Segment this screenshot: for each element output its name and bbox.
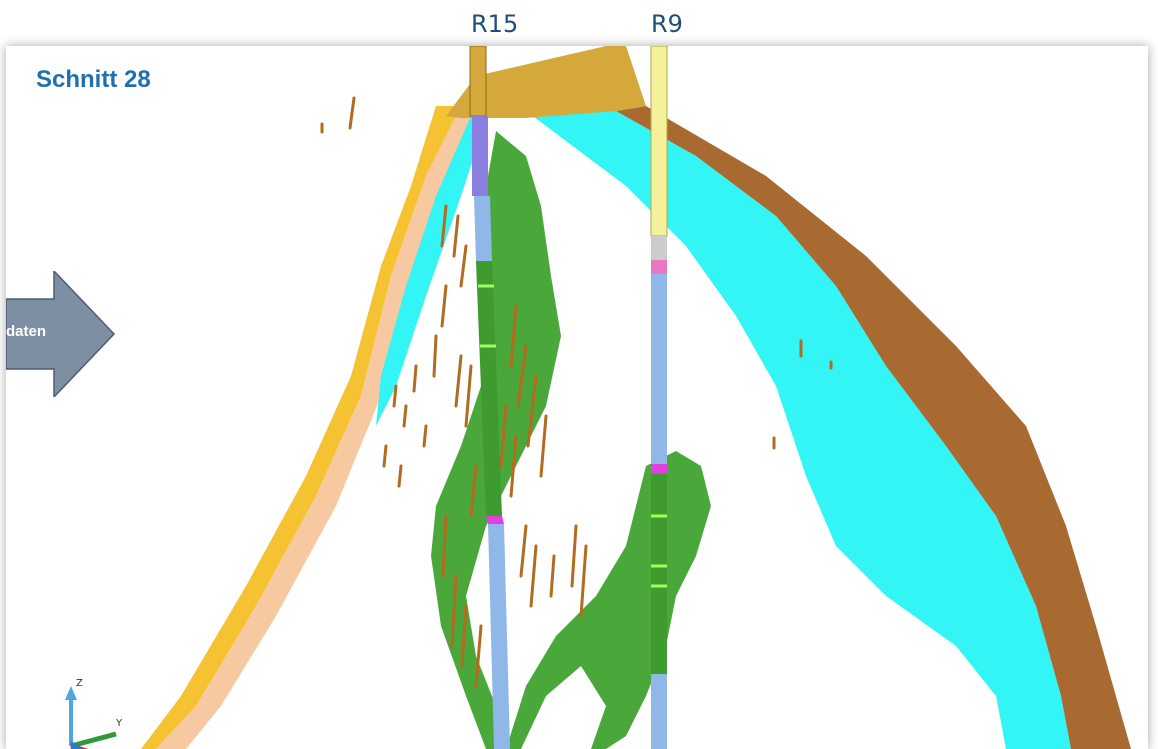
well-r15[interactable] [469,46,510,749]
arrow-label: daten [6,323,47,340]
section-view-panel[interactable]: Schnitt 28 daten Z Y [6,46,1148,749]
well-label-r9: R9 [651,10,683,38]
orange-layer [141,106,461,749]
cyan-right-layer [526,111,1071,749]
well-r9[interactable] [650,46,668,749]
geological-section-canvas[interactable] [6,46,1148,749]
green-body-r9 [506,451,711,749]
cyan-left-layer [376,116,484,426]
axis-y-label: Y [115,718,123,729]
brown-layer [616,106,1131,749]
axis-z-label: Z [76,678,83,689]
axis-triad-icon[interactable]: Z Y [56,676,131,749]
section-title: Schnitt 28 [36,66,151,93]
well-label-r15: R15 [471,10,519,38]
arrow-right-icon[interactable] [6,271,122,397]
gold-cap [446,46,646,118]
fracture-marks [320,96,833,688]
peach-layer [156,106,476,749]
